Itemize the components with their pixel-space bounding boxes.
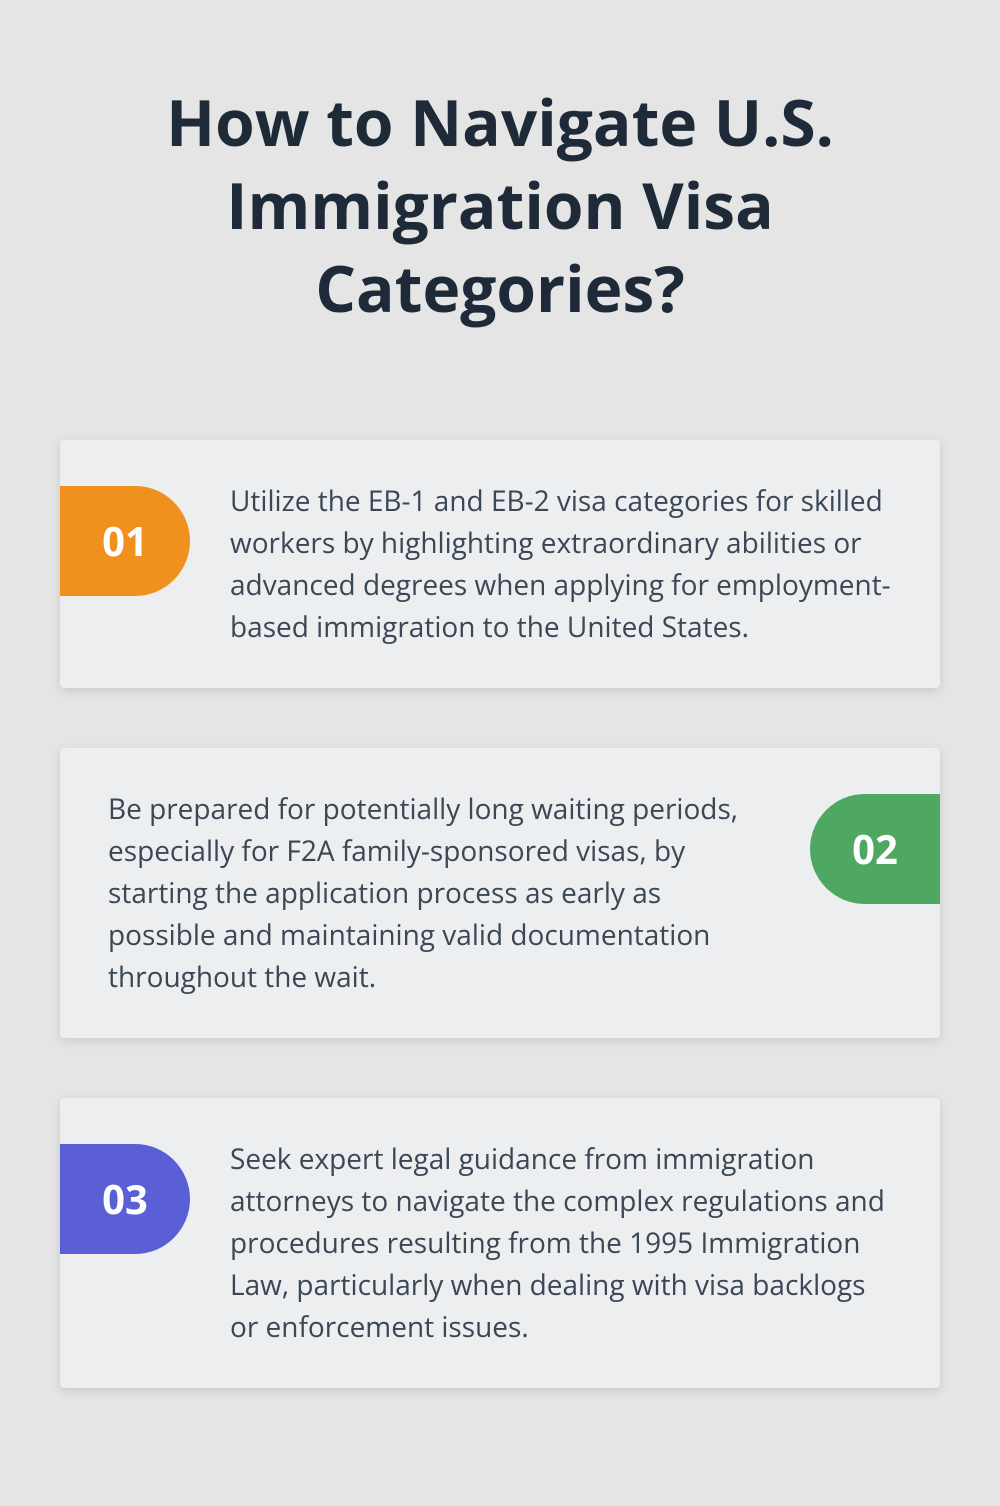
card-02: 02 Be prepared for potentially long wait… (60, 748, 940, 1038)
card-list: 01 Utilize the EB-1 and EB-2 visa catego… (60, 440, 940, 1388)
badge-03: 03 (60, 1144, 190, 1254)
badge-01: 01 (60, 486, 190, 596)
card-01: 01 Utilize the EB-1 and EB-2 visa catego… (60, 440, 940, 688)
card-01-text: Utilize the EB-1 and EB-2 visa categorie… (230, 480, 892, 648)
card-03-text: Seek expert legal guidance from immigrat… (230, 1138, 892, 1348)
card-02-text: Be prepared for potentially long waiting… (108, 788, 770, 998)
page-title: How to Navigate U.S. Immigration Visa Ca… (60, 80, 940, 330)
card-03: 03 Seek expert legal guidance from immig… (60, 1098, 940, 1388)
badge-02: 02 (810, 794, 940, 904)
